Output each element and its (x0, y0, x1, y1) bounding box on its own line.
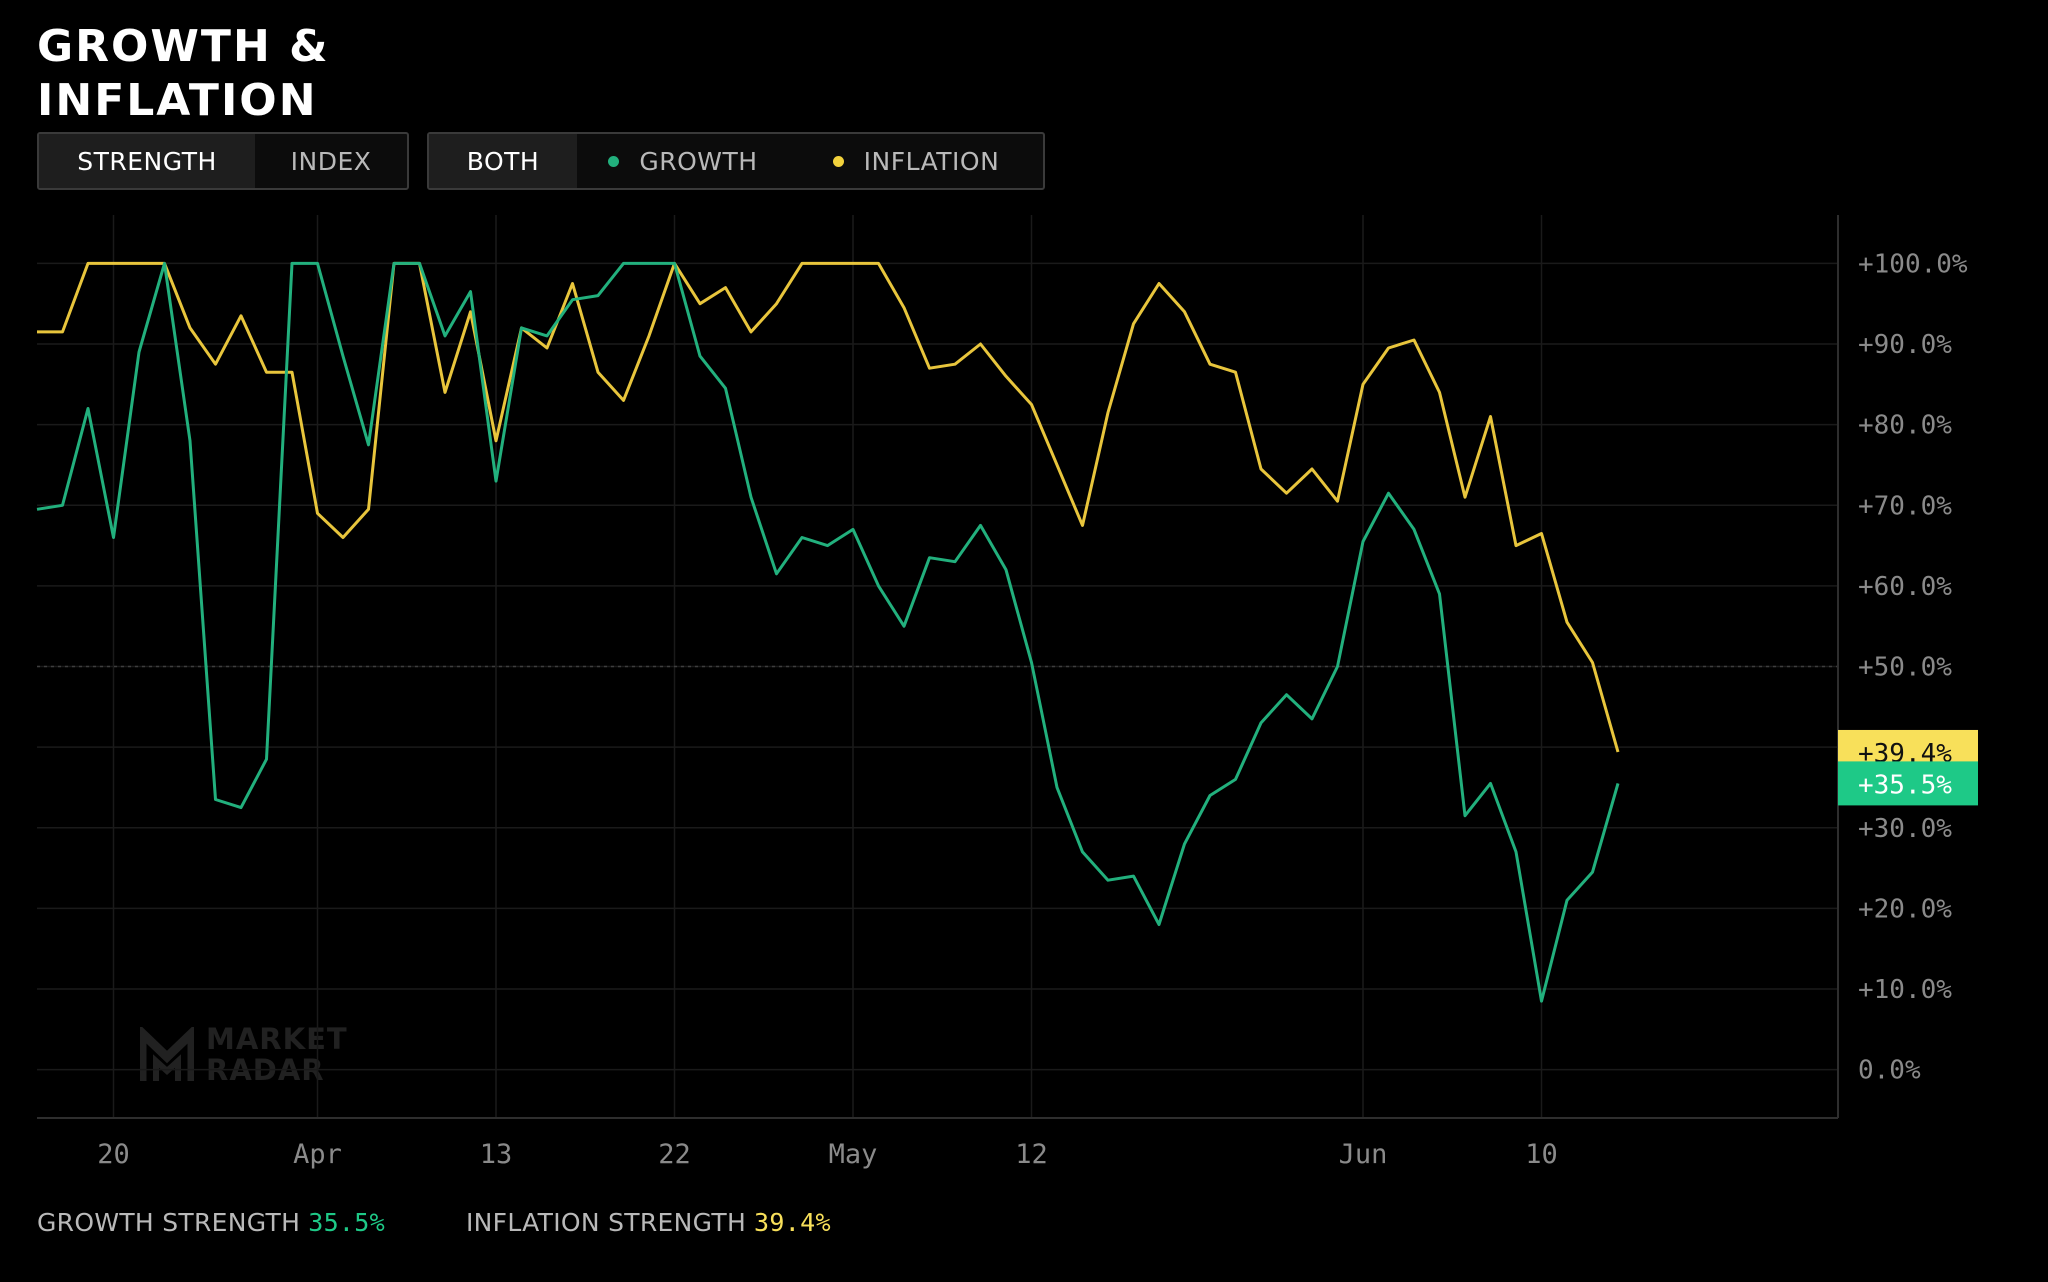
x-tick-label: 10 (1525, 1139, 1558, 1170)
watermark: MARKET RADAR (140, 1024, 348, 1086)
inflation-strength-readout: INFLATION STRENGTH 39.4% (466, 1208, 831, 1237)
inflation-strength-value: 39.4% (754, 1208, 831, 1237)
y-tick-label: +100.0% (1858, 249, 1968, 279)
market-radar-logo-icon (140, 1027, 194, 1081)
end-badge-growth (1838, 761, 1978, 806)
toggle-growth[interactable]: GROWTH (577, 134, 789, 188)
y-tick-label: +90.0% (1858, 330, 1952, 360)
mode-toggle: STRENGTH INDEX (37, 132, 409, 190)
y-tick-label: +10.0% (1858, 975, 1952, 1005)
toggle-growth-label: GROWTH (639, 146, 758, 176)
inflation-dot-icon (832, 155, 844, 167)
x-tick-label: May (829, 1139, 878, 1170)
y-tick-label: +80.0% (1858, 411, 1952, 441)
toggle-strength[interactable]: STRENGTH (39, 134, 255, 188)
y-tick-label: +30.0% (1858, 814, 1952, 844)
growth-strength-value: 35.5% (308, 1208, 385, 1237)
toggle-index[interactable]: INDEX (290, 146, 372, 176)
x-tick-label: 13 (480, 1139, 513, 1170)
y-tick-label: +70.0% (1858, 491, 1952, 521)
toggle-inflation-label: INFLATION (863, 146, 1000, 176)
y-tick-label: +60.0% (1858, 572, 1952, 602)
series-line-growth (36, 261, 1620, 1003)
y-tick-label: 0.0% (1858, 1056, 1921, 1086)
toggle-inflation[interactable]: INFLATION (789, 134, 1043, 188)
y-tick-label: +20.0% (1858, 894, 1952, 924)
series-toggle: BOTH GROWTH INFLATION (427, 132, 1045, 190)
x-tick-label: 20 (97, 1139, 130, 1170)
end-label-growth: +35.5% (1858, 770, 1952, 800)
watermark-line1: MARKET (206, 1022, 348, 1056)
x-tick-label: 22 (658, 1139, 691, 1170)
growth-strength-readout: GROWTH STRENGTH 35.5% (37, 1208, 385, 1237)
chart-title: GROWTH & INFLATION (37, 21, 330, 126)
growth-dot-icon (608, 155, 620, 167)
x-tick-label: Apr (293, 1139, 342, 1170)
y-tick-label: +50.0% (1858, 653, 1952, 683)
series-line-inflation (37, 261, 1620, 753)
inflation-strength-label: INFLATION STRENGTH (466, 1208, 747, 1237)
toggle-both[interactable]: BOTH (429, 134, 577, 188)
growth-strength-label: GROWTH STRENGTH (37, 1208, 301, 1237)
x-tick-label: Jun (1339, 1139, 1388, 1170)
x-tick-label: 12 (1015, 1139, 1048, 1170)
